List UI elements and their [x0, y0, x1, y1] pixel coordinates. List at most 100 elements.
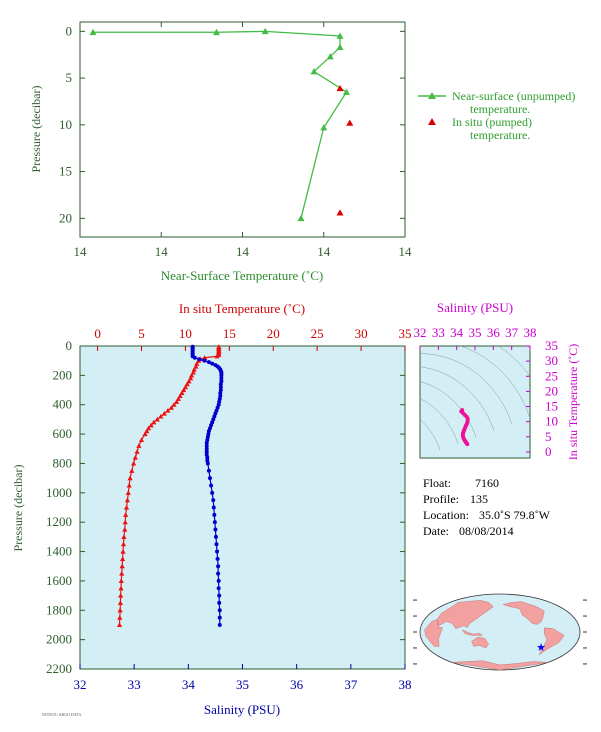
ts-series — [459, 408, 470, 447]
ts-y-tick-label: 30 — [545, 353, 558, 368]
profile-y-tick-label: 2200 — [46, 661, 72, 676]
temperature-point — [193, 363, 199, 369]
salinity-point — [217, 608, 222, 613]
profile-y-label: Pressure (decibar) — [11, 465, 25, 552]
near-surface-x-tick-label: 14 — [399, 244, 413, 259]
temperature-point — [118, 585, 124, 591]
salinity-point — [213, 534, 218, 539]
temperature-point — [161, 410, 167, 416]
location-value: 35.0˚S 79.8˚W — [479, 508, 551, 522]
temperature-point — [158, 413, 164, 419]
location-label: Location: — [423, 508, 469, 522]
float-value: 7160 — [475, 476, 499, 490]
near-surface-x-tick-label: 14 — [236, 244, 250, 259]
profile-salinity-tick-label: 36 — [290, 677, 304, 692]
near-surface-point — [320, 124, 328, 131]
salinity-point — [209, 483, 214, 488]
map-continents — [424, 600, 565, 671]
near-surface-y-tick-label: 10 — [59, 117, 72, 132]
temperature-point — [145, 425, 152, 431]
near-surface-point — [336, 43, 344, 51]
map-continent-asia-europe — [437, 600, 494, 629]
float-info: Float: 7160 Profile: 135 Location: 35.0˚… — [423, 476, 551, 538]
temperature-point — [168, 405, 174, 410]
profile-series — [116, 344, 224, 628]
profile-temperature-ticks: 0 5 10 15 20 25 30 35 — [94, 326, 412, 351]
ts-y-tick-label: 5 — [545, 429, 552, 444]
salinity-point — [215, 556, 220, 561]
salinity-point — [219, 373, 224, 378]
temperature-point — [134, 449, 140, 454]
temperature-point — [177, 393, 183, 398]
temperature-point — [121, 534, 127, 539]
near-surface-y-tick-label: 5 — [66, 70, 73, 85]
near-surface-panel: 0 5 10 15 20 14 14 14 14 14 Pressure (decibar) N… — [29, 21, 575, 283]
salinity-point — [192, 355, 197, 360]
map-continent-antarctica — [451, 660, 548, 671]
profile-y-tick-label: 1800 — [46, 602, 72, 617]
temperature-point — [120, 556, 126, 561]
profile-temperature-tick-label: 15 — [223, 326, 236, 341]
temperature-point — [126, 482, 132, 488]
profile-temperature-tick-label: 10 — [179, 326, 192, 341]
near-surface-point — [89, 28, 97, 36]
salinity-point — [210, 361, 215, 366]
temperature-point — [188, 375, 194, 381]
temperature-point — [214, 353, 220, 359]
temperature-point — [123, 512, 129, 517]
profile-salinity-tick-label: 32 — [74, 677, 87, 692]
profile-y-tick-label: 800 — [53, 455, 73, 470]
map-continent-south-america — [538, 627, 565, 655]
profile-salinity-ticks: 32 33 34 35 36 37 38 — [74, 664, 412, 692]
temperature-point — [123, 504, 130, 510]
ts-y-tick-label: 10 — [545, 414, 558, 429]
profile-label: Profile: — [423, 492, 459, 506]
near-surface-y-tick-label: 15 — [59, 164, 72, 179]
profile-y-ticks: 0 200 400 600 800 1000 1200 1400 1600 1800 2000 220… — [46, 338, 405, 676]
profile-value: 135 — [470, 492, 488, 506]
ts-x-tick-label: 38 — [524, 325, 537, 340]
temperature-point — [122, 526, 128, 532]
profile-temperature-tick-label: 30 — [355, 326, 368, 341]
profile-y-tick-label: 1600 — [46, 573, 72, 588]
temperature-point — [116, 622, 123, 628]
ts-y-tick-label: 15 — [545, 399, 558, 414]
temperature-point — [119, 570, 125, 576]
ts-x-tick-label: 37 — [505, 325, 519, 340]
in-situ-point — [336, 209, 344, 216]
salinity-point — [214, 542, 219, 547]
salinity-point — [217, 600, 222, 605]
legend-label-near-surface: Near-surface (unpumped) temperature. — [452, 89, 575, 116]
legend-marker-near-surface — [428, 92, 436, 99]
ts-density-contour — [420, 381, 477, 438]
salinity-point — [218, 390, 223, 395]
legend-marker-in-situ — [428, 118, 436, 125]
profile-temperature-tick-label: 25 — [311, 326, 324, 341]
salinity-point — [202, 358, 207, 363]
near-surface-point — [310, 68, 318, 75]
near-surface-point — [297, 214, 305, 222]
map-continent-north-america — [502, 601, 545, 625]
temperature-point — [181, 387, 187, 393]
profile-y-tick-label: 2000 — [46, 632, 72, 647]
ts-x-label: Salinity (PSU) — [437, 300, 513, 315]
salinity-point — [205, 455, 210, 460]
salinity-point — [216, 586, 221, 591]
world-map: ★ — [413, 593, 587, 671]
temperature-point — [188, 372, 195, 378]
near-surface-series — [89, 27, 354, 222]
temperature-point — [154, 416, 160, 422]
ts-x-tick-label: 36 — [487, 325, 501, 340]
ts-x-tick-label: 34 — [450, 325, 464, 340]
profile-y-tick-label: 400 — [53, 397, 73, 412]
profile-y-tick-label: 1200 — [46, 514, 72, 529]
ts-x-tick-label: 33 — [432, 325, 445, 340]
temperature-point — [138, 437, 145, 443]
near-surface-point — [343, 88, 350, 95]
temperature-point — [182, 384, 189, 390]
temperature-point — [119, 563, 125, 569]
salinity-point — [216, 578, 221, 583]
